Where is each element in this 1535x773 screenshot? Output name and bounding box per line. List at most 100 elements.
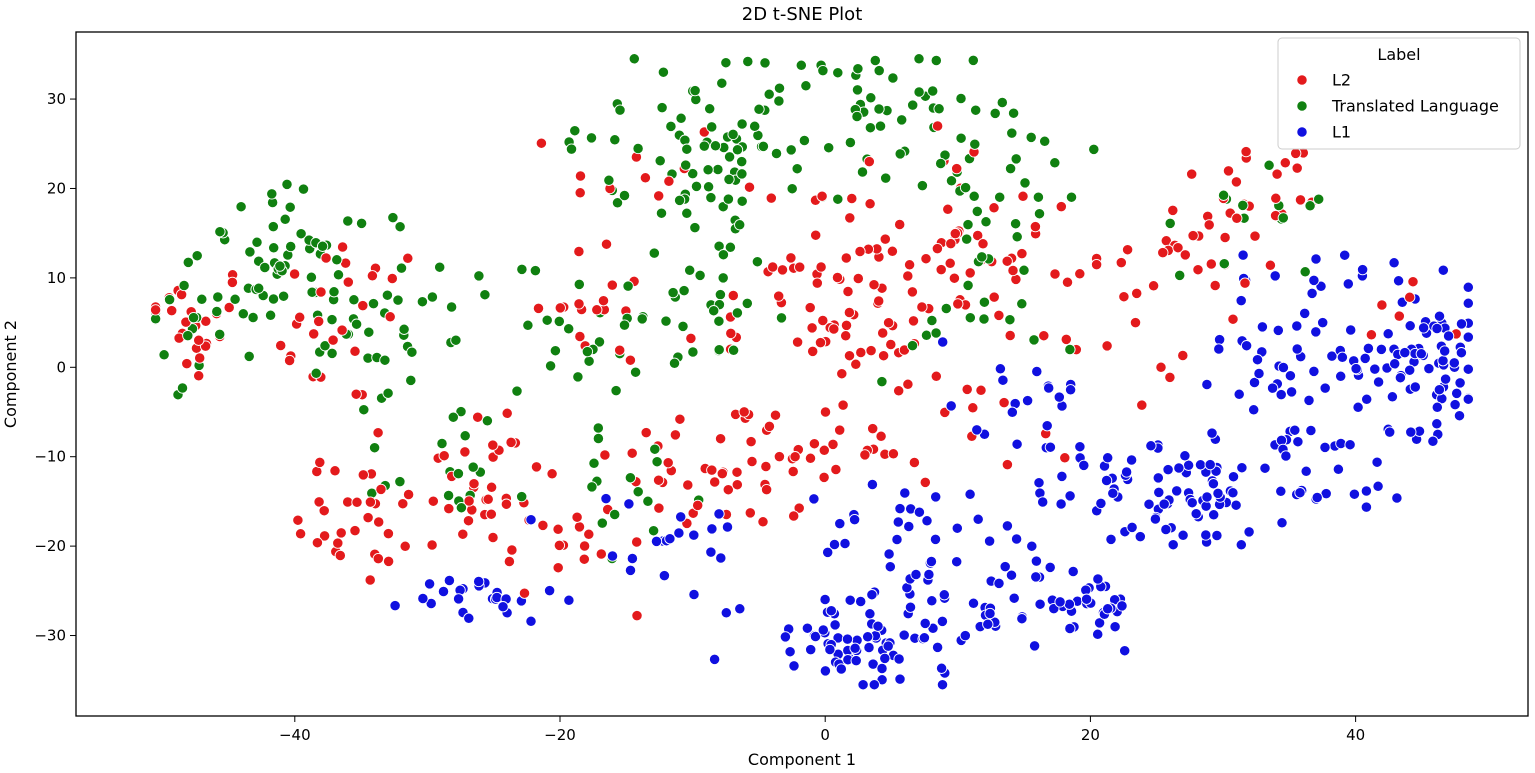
- point-l1: [982, 618, 994, 630]
- point-l1: [1275, 485, 1287, 497]
- point-translated-language: [592, 422, 604, 434]
- point-l2: [335, 527, 347, 539]
- point-l2: [1074, 268, 1086, 280]
- point-l1: [1211, 529, 1223, 542]
- point-l1: [1044, 441, 1057, 453]
- point-translated-language: [1009, 218, 1022, 230]
- point-l1: [1332, 463, 1345, 475]
- point-l1: [1300, 465, 1312, 477]
- point-l1: [1266, 382, 1279, 394]
- point-l1: [971, 424, 983, 436]
- point-l1: [1102, 452, 1114, 464]
- point-l2: [886, 245, 899, 257]
- point-l1: [1213, 343, 1225, 355]
- point-translated-language: [727, 344, 740, 356]
- point-l1: [1016, 613, 1028, 625]
- point-l2: [808, 438, 821, 450]
- point-translated-language: [632, 142, 644, 155]
- point-l2: [840, 319, 853, 332]
- point-l2: [599, 449, 611, 461]
- point-translated-language: [690, 180, 703, 193]
- point-l1: [1433, 384, 1446, 396]
- point-translated-language: [856, 166, 869, 178]
- point-translated-language: [214, 328, 226, 341]
- point-l1: [913, 506, 926, 518]
- point-l2: [877, 327, 889, 339]
- point-translated-language: [709, 140, 722, 152]
- point-l1: [828, 538, 841, 551]
- y-tick-label: 0: [56, 358, 66, 376]
- point-l1: [1317, 316, 1329, 329]
- point-translated-language: [618, 189, 631, 202]
- point-translated-language: [736, 168, 748, 180]
- point-l1: [983, 535, 996, 547]
- point-l2: [375, 483, 387, 496]
- point-translated-language: [450, 334, 462, 346]
- point-translated-language: [342, 215, 354, 227]
- point-l1: [1206, 427, 1218, 439]
- point-l2: [482, 493, 494, 505]
- point-l1: [1134, 530, 1146, 543]
- point-l2: [863, 155, 875, 168]
- point-l2: [402, 252, 414, 264]
- point-l2: [919, 476, 931, 489]
- point-l2: [831, 271, 844, 284]
- point-l1: [898, 629, 910, 641]
- point-l1: [1092, 628, 1104, 640]
- x-tick-label: −20: [544, 726, 576, 744]
- legend-marker-l1: [1296, 126, 1308, 138]
- point-l2: [1131, 287, 1143, 300]
- point-l2: [1001, 255, 1013, 267]
- point-l1: [491, 591, 503, 604]
- point-l2: [193, 370, 205, 382]
- point-translated-language: [381, 289, 394, 301]
- point-translated-language: [955, 132, 967, 144]
- point-l2: [1136, 399, 1148, 411]
- point-translated-language: [178, 279, 190, 292]
- point-translated-language: [297, 183, 310, 195]
- point-l2: [931, 242, 944, 255]
- point-l2: [552, 562, 564, 574]
- point-l2: [731, 479, 743, 491]
- point-translated-language: [864, 122, 877, 134]
- point-l1: [1311, 491, 1323, 504]
- point-l2: [181, 357, 193, 370]
- point-l2: [674, 413, 686, 425]
- point-l2: [998, 396, 1010, 409]
- point-l2: [776, 264, 789, 276]
- point-translated-language: [1277, 212, 1289, 224]
- point-l2: [1101, 340, 1113, 352]
- point-translated-language: [684, 264, 696, 276]
- point-l1: [921, 515, 933, 527]
- point-l1: [937, 336, 949, 348]
- point-l2: [1016, 247, 1028, 260]
- point-l2: [843, 306, 856, 319]
- point-l2: [223, 301, 235, 314]
- point-l1: [389, 599, 401, 612]
- point-l2: [362, 511, 374, 524]
- y-tick-label: −30: [34, 627, 66, 645]
- point-l1: [935, 662, 948, 674]
- point-l1: [1462, 393, 1474, 405]
- point-l2: [1271, 168, 1283, 180]
- point-translated-language: [687, 167, 699, 180]
- point-l1: [1126, 521, 1138, 534]
- point-l1: [1272, 324, 1284, 337]
- point-translated-language: [961, 233, 973, 245]
- point-l2: [595, 548, 607, 560]
- point-l1: [1389, 358, 1401, 370]
- point-translated-language: [971, 205, 983, 218]
- point-l2: [537, 519, 549, 532]
- point-l1: [1462, 297, 1474, 309]
- y-tick-label: −20: [34, 537, 66, 555]
- point-l1: [443, 574, 456, 587]
- point-translated-language: [800, 80, 812, 92]
- point-translated-language: [926, 314, 938, 327]
- point-l1: [910, 568, 922, 581]
- point-l1: [819, 665, 832, 677]
- point-translated-language: [657, 66, 670, 78]
- point-translated-language: [713, 315, 725, 327]
- point-translated-language: [1032, 191, 1045, 203]
- point-l1: [834, 517, 846, 530]
- point-translated-language: [989, 107, 1001, 120]
